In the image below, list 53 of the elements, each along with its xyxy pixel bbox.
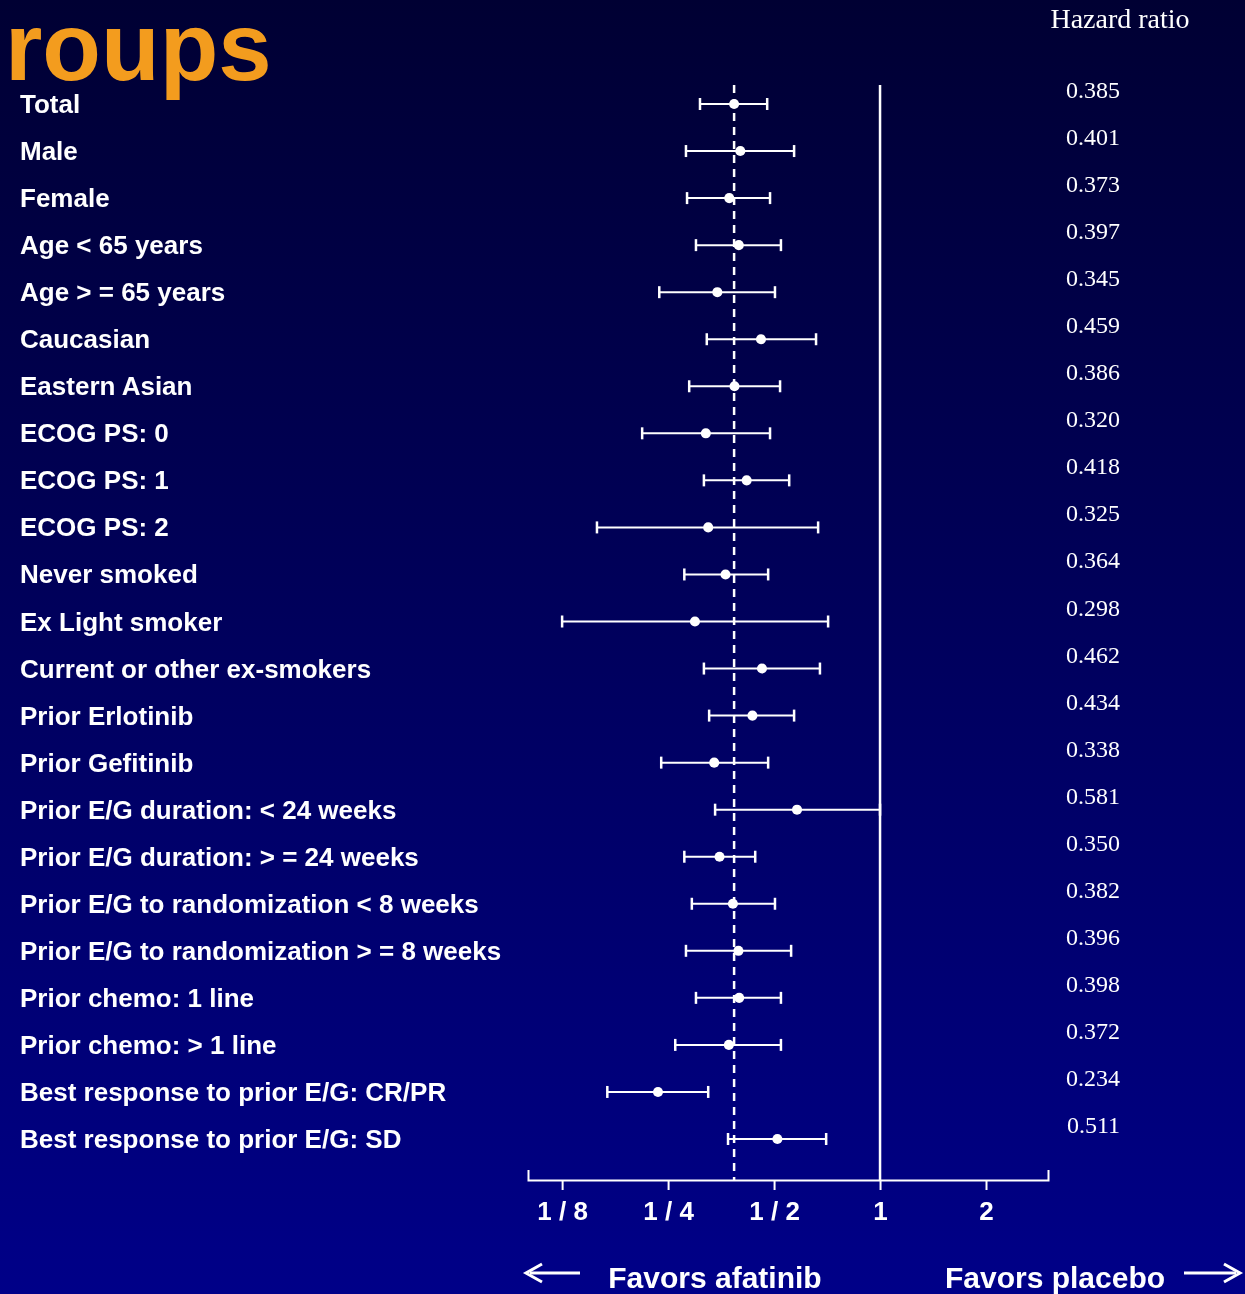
y-tick-label: Current or other ex-smokers <box>20 653 372 684</box>
data-label: 0.320 <box>1066 406 1120 433</box>
data-label: 0.459 <box>1066 312 1120 339</box>
y-tick-label: Age > = 65 years <box>20 277 226 308</box>
data-label: 0.462 <box>1066 641 1120 668</box>
data-label: 0.372 <box>1066 1017 1120 1044</box>
y-tick-label: Best response to prior E/G: SD <box>20 1124 402 1154</box>
data-label: 0.398 <box>1066 970 1120 997</box>
y-tick-label: Ex Light smoker <box>20 606 223 637</box>
data-label: 0.338 <box>1066 735 1120 762</box>
y-tick-label: Prior E/G duration: > = 24 weeks <box>20 841 419 872</box>
data-label: 0.350 <box>1066 829 1120 856</box>
data-label: 0.511 <box>1066 1112 1120 1138</box>
data-label: 0.298 <box>1066 594 1120 621</box>
data-label: 0.418 <box>1066 453 1120 480</box>
data-label: 0.386 <box>1066 359 1120 386</box>
data-label: 0.382 <box>1066 876 1120 903</box>
x-tick-label: 1 / 2 <box>749 1196 800 1227</box>
data-label: 0.385 <box>1066 77 1120 103</box>
data-label: 0.364 <box>1066 547 1120 574</box>
y-tick-label: Prior Erlotinib <box>20 700 194 731</box>
y-tick-label: Prior E/G to randomization < 8 weeks <box>20 888 479 919</box>
data-label: 0.325 <box>1066 500 1120 527</box>
y-tick-label: Never smoked <box>20 559 198 590</box>
y-tick-label: Best response to prior E/G: CR/PR <box>20 1076 447 1107</box>
x-tick-label: 1 / 8 <box>537 1196 588 1227</box>
data-label: 0.345 <box>1066 265 1120 292</box>
y-tick-label: Female <box>20 183 110 214</box>
y-tick-label: Prior chemo: 1 line <box>20 982 255 1013</box>
x-tick-label: 2 <box>979 1196 994 1227</box>
data-label: 0.401 <box>1066 124 1120 151</box>
y-tick-label: ECOG PS: 0 <box>20 418 169 449</box>
y-tick-label: Caucasian <box>20 324 151 355</box>
x-tick-label: 1 / 4 <box>643 1196 695 1227</box>
data-label: 0.396 <box>1066 923 1120 950</box>
y-tick-label: ECOG PS: 1 <box>20 465 169 496</box>
text: Favors afatinib <box>608 1261 822 1294</box>
data-label: 0.373 <box>1066 171 1120 198</box>
y-tick-label: Prior E/G to randomization > = 8 weeks <box>20 935 502 966</box>
y-tick-label: Prior Gefitinib <box>20 747 194 778</box>
y-tick-label: Male <box>20 136 78 167</box>
y-tick-label: Eastern Asian <box>20 371 193 402</box>
data-label: 0.234 <box>1066 1064 1120 1091</box>
y-tick-label: Prior E/G duration: < 24 weeks <box>20 794 397 825</box>
data-label: 0.434 <box>1066 688 1120 715</box>
text: Hazard ratio <box>1050 3 1190 34</box>
y-tick-label: ECOG PS: 2 <box>20 512 169 543</box>
data-label: 0.397 <box>1066 218 1120 245</box>
data-label: 0.581 <box>1066 782 1120 809</box>
text: Favors placebo <box>944 1261 1166 1294</box>
y-tick-label: Prior chemo: > 1 line <box>20 1029 277 1060</box>
x-tick-label: 1 <box>873 1196 888 1227</box>
y-tick-label: Age < 65 years <box>20 230 203 261</box>
